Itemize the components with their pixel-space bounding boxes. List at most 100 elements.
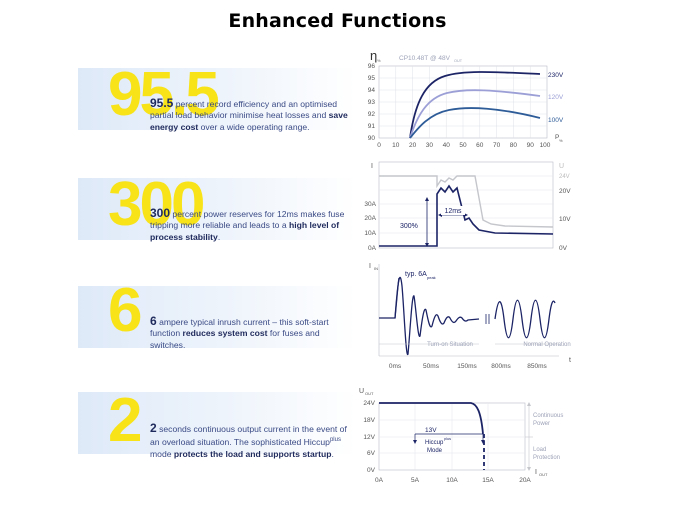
inrush-chart: I IN typ. 6A peak Turn-on Situation Norm… [369, 263, 571, 370]
time-label-bg [441, 206, 465, 215]
text-overload-1b: mode [150, 448, 174, 459]
description-inrush: 6 ampere typical inrush current – this s… [150, 314, 350, 351]
page-title: Enhanced Functions [228, 10, 447, 32]
overload-x-tick: 0A [375, 477, 384, 484]
lead-overload: 2 [150, 421, 157, 435]
inrush-x-tick: 150ms [457, 363, 477, 370]
model-label: CP10.48T @ 48V [399, 55, 451, 62]
eff-x-tick: 10 [392, 142, 400, 149]
text-inrush-1: ampere typical inrush current – this sof… [150, 317, 329, 339]
eff-y-tick: 94 [368, 87, 376, 94]
big-number-efficiency: 95.5 [108, 60, 220, 129]
text-overload-1: seconds continuous output current in the… [150, 424, 347, 448]
overload-x-tick: 5A [411, 477, 420, 484]
row-band-overload [78, 392, 356, 454]
hiccup-label: Hiccup [425, 440, 444, 446]
efficiency-y-ticks: 96 95 94 93 92 91 90 [368, 63, 376, 142]
row-band-inrush [78, 286, 356, 348]
series-label-120v: 120V [548, 94, 564, 101]
eff-x-tick: 70 [493, 142, 501, 149]
reserve-left-ticks: 30A 20A 10A 0A [364, 201, 376, 252]
time-label: 12ms [444, 208, 462, 215]
text-reserve-1: percent power reserves for 12ms makes fu… [150, 209, 345, 231]
eta-symbol: η [370, 48, 377, 63]
region-load-2: Protection [533, 455, 560, 461]
region-continuous-2: Power [533, 421, 550, 427]
bold-efficiency: save energy cost [150, 110, 348, 132]
reserve-left-tick: 10A [364, 230, 376, 237]
reserve-left-tick: 0A [368, 245, 377, 252]
pct-label: 300% [400, 223, 418, 230]
series-label-230v: 230V [548, 72, 564, 79]
phase-normal: Normal Operation [523, 342, 570, 348]
overload-grid [379, 403, 525, 470]
eff-x-tick: 80 [510, 142, 518, 149]
model-label-sub: OUT [454, 59, 463, 63]
overload-x-tick: 20A [519, 477, 531, 484]
text-overload-2: . [331, 448, 334, 459]
lead-inrush: 6 [150, 314, 157, 328]
eff-x-tick: 0 [377, 142, 381, 149]
overload-x-ticks: 0A 5A 10A 15A 20A [375, 477, 531, 484]
description-efficiency: 95.5 percent record efficiency and an op… [150, 96, 350, 133]
eta-unit: % [377, 58, 381, 63]
bold-reserve: high level of process stability [150, 220, 340, 242]
normal-trace [494, 299, 556, 339]
iout-axis-sub: OUT [539, 472, 548, 477]
overload-y-tick: 0V [367, 467, 376, 474]
inrush-x-ticks: 0ms 50ms 150ms 800ms 850ms [389, 363, 548, 370]
hiccup-plus: plus [444, 437, 451, 441]
phase-turn-on: Turn-on Situation [427, 342, 473, 348]
uout-axis-label: U [359, 388, 364, 395]
current-trace [379, 184, 554, 247]
inrush-trace [379, 276, 480, 355]
reserve-right-tick: 20V [559, 188, 571, 195]
inrush-x-tick: 50ms [423, 363, 440, 370]
eff-x-tick: 20 [409, 142, 417, 149]
eff-y-tick: 92 [368, 111, 376, 118]
efficiency-chart: η % CP10.48T @ 48V OUT 96 95 94 93 92 91… [368, 48, 564, 149]
inrush-x-tick: 800ms [491, 363, 511, 370]
series-label-100v: 100V [548, 117, 564, 124]
row-band-efficiency [78, 68, 356, 130]
series-line-120v [409, 89, 541, 139]
voltage-trace [379, 175, 554, 228]
row-band-reserve [78, 178, 356, 240]
overload-x-tick: 10A [446, 477, 458, 484]
overload-y-tick: 18V [363, 417, 375, 424]
description-reserve: 300 percent power reserves for 12ms make… [150, 207, 350, 243]
inrush-x-tick: 0ms [389, 363, 402, 370]
bold-overload: protects the load and supports startup [173, 448, 332, 459]
eff-x-tick: 90 [527, 142, 535, 149]
eff-x-tick: 100 [540, 142, 551, 149]
series-line-100v [409, 107, 541, 139]
overload-y-ticks: 24V 18V 12V 6V 0V [363, 400, 375, 474]
eff-y-tick: 93 [368, 99, 376, 106]
region-continuous-1: Continuous [533, 413, 563, 419]
eff-x-tick: 40 [443, 142, 451, 149]
reserve-right-tick: 0V [559, 245, 568, 252]
description-overload: 2 seconds continuous output current in t… [150, 421, 350, 460]
lead-efficiency: 95.5 [150, 96, 174, 110]
efficiency-x-ticks: 0 10 20 30 40 50 60 70 80 90 100 [377, 142, 551, 149]
p-unit: % [559, 138, 563, 143]
efficiency-grid [379, 66, 547, 138]
voltage-value: 24V [559, 174, 570, 180]
text-inrush-2: for fuses and switches. [150, 328, 320, 350]
voltage-axis-label: U [559, 163, 564, 170]
text-reserve-2: . [217, 231, 221, 242]
hiccup-level-label: 13V [425, 427, 437, 434]
peak-label: typ. 6A [405, 271, 427, 278]
big-number-reserve: 300 [108, 170, 205, 239]
power-reserve-chart: I U 24V 30A 20A 10A 0A 20V 10V 0V 300% 1… [364, 161, 571, 252]
eff-y-tick: 95 [368, 75, 376, 82]
eff-x-tick: 30 [426, 142, 434, 149]
time-axis-label: t [569, 357, 571, 364]
uout-axis-sub: OUT [365, 391, 374, 396]
inrush-spike [394, 277, 400, 319]
reserve-right-tick: 10V [559, 216, 571, 223]
reserve-chart-frame [378, 161, 554, 249]
text-efficiency-1: percent record efficiency and an optimis… [150, 99, 338, 121]
inrush-x-tick: 850ms [527, 363, 547, 370]
reserve-left-tick: 30A [364, 201, 376, 208]
